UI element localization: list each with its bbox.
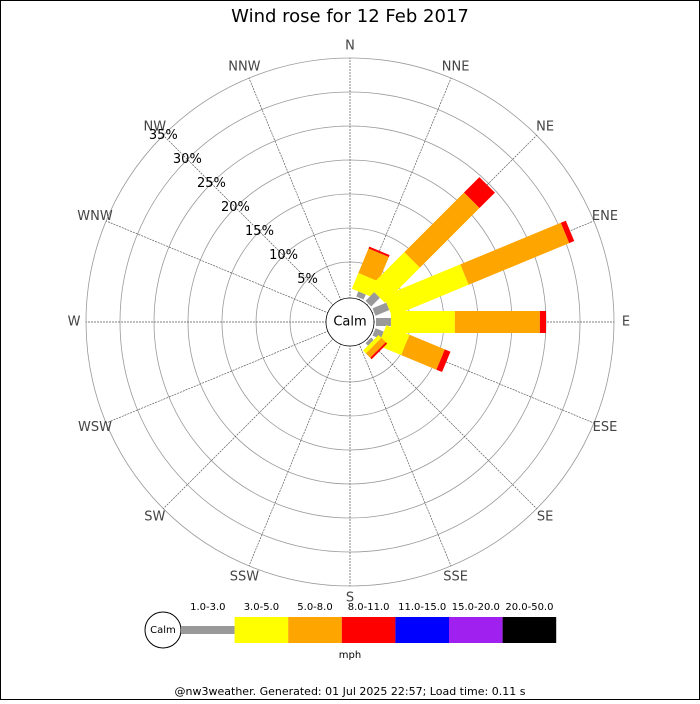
wind-bar (365, 337, 386, 358)
ring-label: 10% (269, 248, 298, 263)
legend-swatch (502, 617, 557, 643)
direction-label: N (345, 39, 355, 54)
legend-swatch (395, 617, 449, 643)
legend-label: 20.0-50.0 (505, 602, 553, 613)
wind-bar (377, 325, 410, 356)
direction-label: NNW (228, 60, 260, 75)
direction-label: W (68, 315, 81, 330)
wind-bar (356, 291, 366, 300)
spoke (105, 220, 595, 424)
spoke (248, 77, 452, 567)
wind-bar (376, 318, 391, 326)
wind-bar (372, 328, 384, 340)
spoke (248, 77, 452, 567)
wind-bar (454, 311, 540, 333)
legend-swatch (288, 617, 342, 643)
wind-bar (368, 246, 390, 257)
wind-bar (372, 302, 390, 316)
wind-bar (401, 334, 445, 370)
wind-bar (539, 311, 546, 333)
direction-label: NE (536, 119, 554, 134)
legend-label: 8.0-11.0 (348, 602, 390, 613)
legend-swatch (181, 626, 235, 634)
footer: @nw3weather. Generated: 01 Jul 2025 22:5… (175, 685, 526, 698)
units: mph (339, 650, 361, 661)
wind-bar (463, 177, 495, 209)
direction-label: NNE (442, 60, 470, 75)
wind-bar (369, 252, 420, 303)
wind-bar (390, 311, 455, 333)
wind-bar (358, 248, 389, 282)
direction-label: SW (144, 510, 165, 525)
direction-label: SE (537, 510, 553, 525)
wind-bar (351, 273, 379, 298)
ring-label: 15% (245, 224, 274, 239)
calm-circle (325, 297, 375, 347)
wind-bar (365, 292, 380, 307)
wind-bar (560, 220, 575, 244)
legend-label: 3.0-5.0 (244, 602, 279, 613)
direction-label: ESE (593, 420, 618, 435)
direction-label: SSW (230, 569, 260, 584)
direction-label: S (346, 591, 354, 606)
direction-label: WSW (78, 420, 112, 435)
calm-label: Calm (333, 315, 366, 330)
direction-label: E (622, 315, 630, 330)
direction-label: ENE (592, 209, 618, 224)
ring-label: 35% (149, 128, 178, 143)
legend-swatch (234, 617, 289, 643)
wind-bar (365, 337, 374, 346)
wind-bar (363, 335, 382, 354)
wind-bar (460, 222, 570, 285)
wind-bar (404, 192, 480, 268)
ring-label: 5% (297, 272, 318, 287)
legend-swatch (341, 617, 396, 643)
direction-label: WNW (77, 209, 113, 224)
legend-label: 15.0-20.0 (452, 602, 500, 613)
spoke (163, 135, 537, 509)
ring-label: 25% (197, 176, 226, 191)
wind-bar (383, 264, 469, 317)
direction-label: SSE (443, 569, 468, 584)
legend-label: 1.0-3.0 (190, 602, 225, 613)
ring-label: 20% (221, 200, 250, 215)
direction-label: NW (144, 119, 167, 134)
legend-swatch (449, 617, 503, 643)
chart-title: Wind rose for 12 Feb 2017 (231, 6, 469, 27)
legend-label: 11.0-15.0 (398, 602, 446, 613)
wind-bar (436, 349, 451, 373)
wind-bar (370, 342, 388, 360)
spoke (163, 135, 537, 509)
legend-calm-label: Calm (150, 625, 176, 636)
legend-label: 5.0-8.0 (297, 602, 332, 613)
ring-label: 30% (173, 152, 202, 167)
